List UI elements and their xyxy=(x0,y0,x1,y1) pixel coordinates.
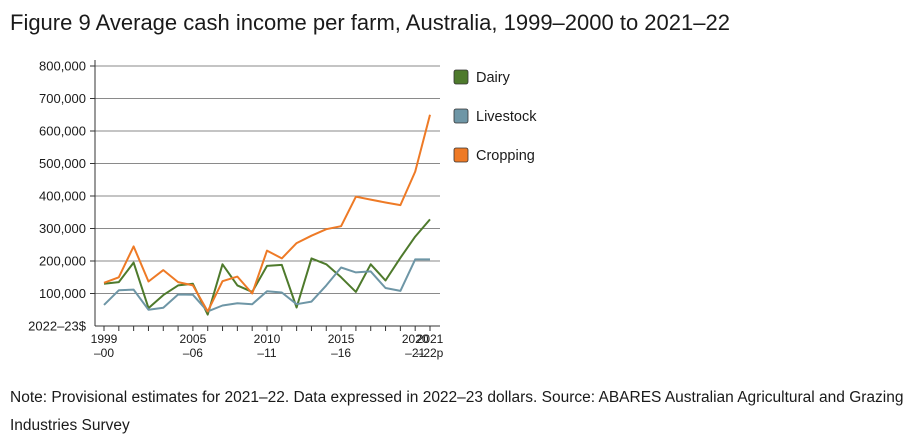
y-tick-label: 100,000 xyxy=(39,286,86,301)
x-tick-label-year: 2005 xyxy=(180,332,207,346)
x-tick-label-suffix: –00 xyxy=(94,346,114,360)
legend-label-livestock: Livestock xyxy=(476,109,537,125)
x-tick-label-year: 2021 xyxy=(417,332,444,346)
series-lines xyxy=(103,114,431,316)
y-tick-label: 500,000 xyxy=(39,156,86,171)
legend-swatch-livestock xyxy=(453,108,469,124)
legend-label-cropping: Cropping xyxy=(476,148,535,164)
legend-label-dairy: Dairy xyxy=(476,70,511,86)
series-line-cropping xyxy=(103,114,431,313)
y-tick-label: 800,000 xyxy=(39,59,86,74)
x-tick-label-year: 2020 xyxy=(402,332,429,346)
figure-title: Figure 9 Average cash income per farm, A… xyxy=(10,10,730,35)
x-tick-label-suffix: –16 xyxy=(331,346,351,360)
legend-swatch-dairy xyxy=(453,69,469,85)
y-tick-label: 600,000 xyxy=(39,124,86,139)
x-tick-label-suffix: –22p xyxy=(417,346,444,360)
x-tick-label-year: 2015 xyxy=(328,332,355,346)
y-tick-label: 700,000 xyxy=(39,91,86,106)
legend: Dairy Livestock Cropping xyxy=(453,69,537,164)
legend-swatch-cropping xyxy=(453,147,469,163)
y-tick-label: 400,000 xyxy=(39,189,86,204)
line-chart: 100,000 200,000 300,000 400,000 500,000 600,0… xyxy=(0,50,912,380)
x-tick-label-suffix: –11 xyxy=(257,346,276,360)
x-tick-label-suffix: –21 xyxy=(405,346,425,360)
chart-svg: 100,000 200,000 300,000 400,000 500,000 600,0… xyxy=(28,59,537,361)
y-tick-label: 200,000 xyxy=(39,254,86,269)
series-line-livestock xyxy=(103,258,430,313)
y-axis-label: 2022–23$ xyxy=(28,319,87,334)
figure-note: Note: Provisional estimates for 2021–22.… xyxy=(10,389,904,434)
grid-lines xyxy=(95,65,440,294)
axes: 100,000 200,000 300,000 400,000 500,000 600,0… xyxy=(28,59,444,361)
x-tick-label-year: 2010 xyxy=(254,332,281,346)
x-tick-label-year: 1999 xyxy=(91,332,118,346)
y-tick-label: 300,000 xyxy=(39,221,86,236)
x-tick-label-suffix: –06 xyxy=(183,346,203,360)
series-line-dairy xyxy=(103,218,431,316)
